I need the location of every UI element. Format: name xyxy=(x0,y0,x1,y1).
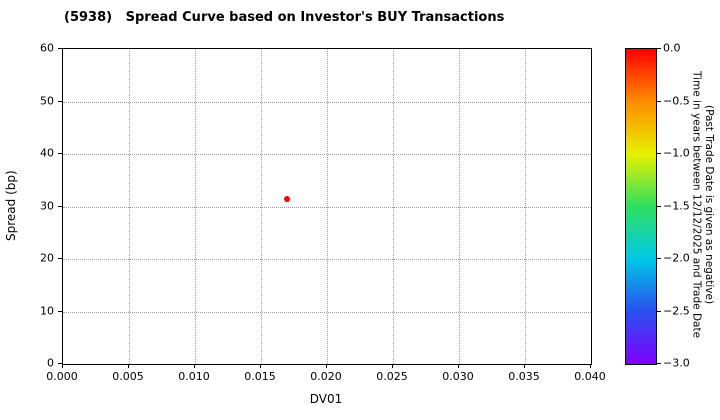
colorbar-tickmark xyxy=(657,153,661,154)
gridline-horizontal xyxy=(63,311,591,313)
y-axis-tick-labels: 0 10 20 30 40 50 60 xyxy=(0,42,54,370)
y-tick-label: 60 xyxy=(40,41,54,55)
x-tick-label: 0.035 xyxy=(508,370,540,383)
y-tickmark xyxy=(58,363,62,364)
y-tick-label: 50 xyxy=(40,94,54,107)
colorbar-tick-label: −1.5 xyxy=(663,199,690,212)
x-tickmark xyxy=(128,364,129,368)
x-tick-label: 0.000 xyxy=(46,370,78,383)
colorbar-tickmark xyxy=(657,258,661,259)
colorbar-label: Time in years between 12/12/2025 and Tra… xyxy=(690,40,718,370)
y-tickmark xyxy=(58,153,62,154)
data-point xyxy=(284,195,291,202)
gridline-horizontal xyxy=(63,259,591,260)
x-tick-label: 0.010 xyxy=(178,370,210,383)
y-tickmark xyxy=(58,205,62,207)
colorbar-tickmark xyxy=(657,310,661,312)
colorbar-tickmark xyxy=(657,48,661,49)
x-axis-tick-labels: 0.000 0.005 0.010 0.015 0.020 0.025 0.030 0.035… xyxy=(46,370,606,384)
y-tick-label: 30 xyxy=(40,199,54,212)
colorbar-tickmark xyxy=(657,100,661,102)
colorbar-label-line-2: (Past Trade Date is given as negative) xyxy=(703,105,716,305)
x-tickmark xyxy=(392,364,393,368)
colorbar-tick-label: −2.0 xyxy=(663,251,690,265)
x-tickmark xyxy=(260,364,261,368)
y-tick-label: 40 xyxy=(40,146,54,160)
gridline-horizontal xyxy=(63,101,591,103)
x-tick-label: 0.040 xyxy=(574,370,606,383)
y-tickmark xyxy=(58,310,62,312)
colorbar-label-line-1: Time in years between 12/12/2025 and Tra… xyxy=(690,71,703,339)
x-tick-label: 0.005 xyxy=(112,370,144,383)
colorbar xyxy=(625,48,657,365)
gridline-horizontal xyxy=(63,154,591,155)
colorbar-tick-label: 0.0 xyxy=(663,41,681,55)
y-tickmark xyxy=(58,100,62,102)
x-tick-label: 0.030 xyxy=(442,370,474,383)
x-tick-label: 0.020 xyxy=(310,370,342,383)
y-tickmark xyxy=(58,48,62,49)
x-tick-label: 0.025 xyxy=(376,370,408,383)
colorbar-tick-label: −0.5 xyxy=(663,94,690,107)
y-tick-label: 20 xyxy=(40,251,54,265)
colorbar-tick-label: −1.0 xyxy=(663,146,690,160)
x-tickmark xyxy=(458,364,459,368)
plot-area xyxy=(62,48,592,365)
x-tickmark xyxy=(62,364,63,368)
x-axis-tickmarks xyxy=(62,364,591,368)
x-axis-label: DV01 xyxy=(309,392,343,406)
colorbar-tick-labels: 0.0 −0.5 −1.0 −1.5 −2.0 −2.5 −3.0 xyxy=(663,42,693,370)
x-tickmark xyxy=(590,364,591,368)
y-axis-tickmarks xyxy=(58,48,62,364)
y-tick-label: 0 xyxy=(47,356,54,370)
x-tickmark xyxy=(326,364,327,368)
colorbar-tickmark xyxy=(657,363,661,364)
colorbar-tick-label: −3.0 xyxy=(663,356,690,370)
chart-title: (5938) Spread Curve based on Investor's … xyxy=(64,10,505,25)
colorbar-tick-label: −2.5 xyxy=(663,304,690,317)
x-tickmark xyxy=(194,364,195,368)
x-tick-label: 0.015 xyxy=(244,370,276,383)
colorbar-tickmark xyxy=(657,205,661,207)
gridline-horizontal xyxy=(63,206,591,208)
y-tick-label: 10 xyxy=(40,304,54,317)
y-tickmark xyxy=(58,258,62,259)
x-tickmark xyxy=(524,364,525,368)
colorbar-tickmarks xyxy=(657,48,661,364)
